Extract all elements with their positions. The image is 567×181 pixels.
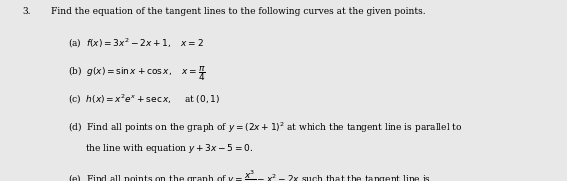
Text: (a)  $f(x) = 3x^2 - 2x + 1, \quad x = 2$: (a) $f(x) = 3x^2 - 2x + 1, \quad x = 2$: [68, 36, 204, 50]
Text: 3.: 3.: [23, 7, 31, 16]
Text: the line with equation $y + 3x - 5 = 0$.: the line with equation $y + 3x - 5 = 0$.: [68, 142, 253, 155]
Text: (c)  $h(x) = x^2e^x + \sec x, \quad$ at $(0, 1)$: (c) $h(x) = x^2e^x + \sec x, \quad$ at $…: [68, 92, 220, 106]
Text: (e)  Find all points on the graph of $y = \dfrac{x^3}{3} - x^2 - 2x$ such that t: (e) Find all points on the graph of $y =…: [68, 169, 431, 181]
Text: (d)  Find all points on the graph of $y = (2x + 1)^2$ at which the tangent line : (d) Find all points on the graph of $y =…: [68, 120, 463, 135]
Text: Find the equation of the tangent lines to the following curves at the given poin: Find the equation of the tangent lines t…: [51, 7, 426, 16]
Text: (b)  $g(x) = \sin x + \cos x, \quad x = \dfrac{\pi}{4}$: (b) $g(x) = \sin x + \cos x, \quad x = \…: [68, 64, 206, 83]
